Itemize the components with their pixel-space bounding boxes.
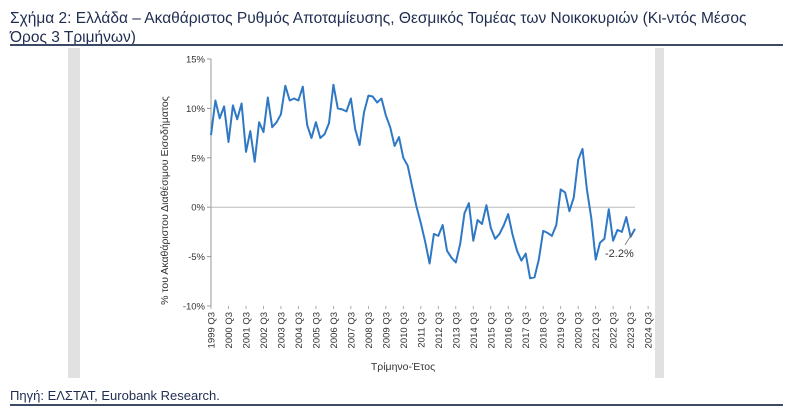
- chart-area: -10% -5% 0% 5% 10% 15% % του Ακαθάριστου Διαθέ…: [80, 48, 655, 378]
- x-tick-label: 2003 Q3: [276, 312, 287, 348]
- x-tick-label: 2021 Q3: [591, 312, 602, 348]
- x-axis-title: Τρίμηνο-Έτος: [371, 361, 435, 373]
- x-tick-label: 2000 Q3: [224, 312, 235, 348]
- x-tick-label: 2024 Q3: [644, 312, 655, 348]
- x-tick-label: 2008 Q3: [364, 312, 375, 348]
- x-tick-label: 2005 Q3: [311, 312, 322, 348]
- x-tick-label: 2001 Q3: [241, 312, 252, 348]
- source-note: Πηγή: ΕΛΣΤΑΤ, Eurobank Research.: [10, 388, 220, 403]
- y-axis: -10% -5% 0% 5% 10% 15% % του Ακαθάριστου Διαθέ…: [159, 55, 212, 313]
- x-tick-label: 2004 Q3: [294, 312, 305, 348]
- y-axis-title: % του Ακαθάριστου Διαθέσιμου Εισοδήματος: [159, 96, 171, 305]
- x-tick-label: 2002 Q3: [259, 312, 270, 348]
- x-tick-label: 1999 Q3: [207, 312, 218, 348]
- y-tick-label: -5%: [188, 252, 205, 263]
- x-tick-label: 2018 Q3: [539, 312, 550, 348]
- x-tick-label: 2011 Q3: [416, 312, 427, 348]
- annotation-group: -2.2%: [605, 231, 634, 260]
- x-tick-label: 2010 Q3: [399, 312, 410, 348]
- annotation-leader-line: [624, 231, 634, 246]
- chart-title: Σχήμα 2: Ελλάδα – Ακαθάριστος Ρυθμός Απο…: [10, 10, 747, 46]
- y-tick-label: 5%: [191, 153, 205, 164]
- y-tick-label: -10%: [183, 302, 206, 313]
- x-axis: 1999 Q3 2000 Q3 2001 Q3 2002 Q3 2003 Q3 2004 …: [207, 206, 655, 373]
- x-tick-label: 2023 Q3: [626, 312, 637, 348]
- series-group: [210, 83, 636, 280]
- y-tick-label: 10%: [186, 104, 206, 115]
- y-tick-label: 0%: [191, 203, 205, 214]
- line-chart: -10% -5% 0% 5% 10% 15% % του Ακαθάριστου Διαθέ…: [159, 55, 655, 374]
- x-tick-label: 2020 Q3: [574, 312, 585, 348]
- x-tick-label: 2009 Q3: [381, 312, 392, 348]
- x-tick-label: 2016 Q3: [504, 312, 515, 348]
- source-divider: [10, 404, 783, 406]
- title-divider: [10, 44, 783, 46]
- x-tick-label: 2022 Q3: [609, 312, 620, 348]
- series-line-savings-rate: [210, 83, 636, 280]
- x-tick-label: 2007 Q3: [346, 312, 357, 348]
- x-tick-label: 2015 Q3: [486, 312, 497, 348]
- y-tick-label: 15%: [186, 55, 206, 66]
- x-tick-label: 2006 Q3: [329, 312, 340, 348]
- x-tick-label: 2017 Q3: [521, 312, 532, 348]
- x-tick-label: 2019 Q3: [556, 312, 567, 348]
- x-tick-label: 2012 Q3: [434, 312, 445, 348]
- x-tick-label: 2014 Q3: [469, 312, 480, 348]
- annotation-label: -2.2%: [605, 248, 634, 260]
- x-tick-label: 2013 Q3: [451, 312, 462, 348]
